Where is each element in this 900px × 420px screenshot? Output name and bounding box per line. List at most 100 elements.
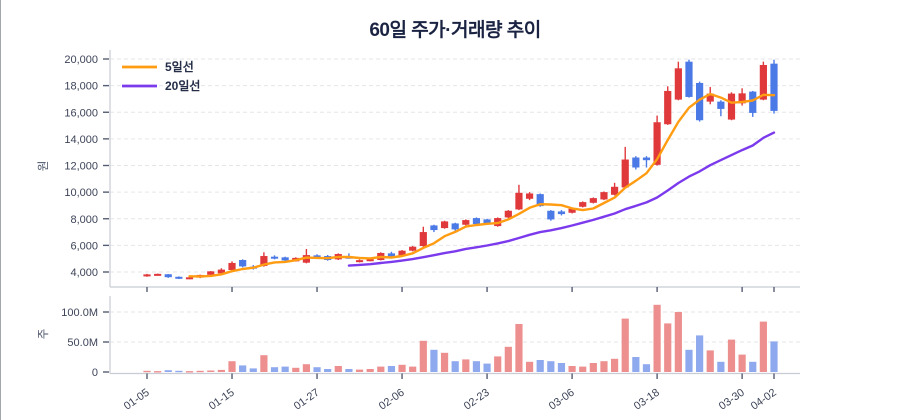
volume-bar[interactable] bbox=[494, 356, 502, 372]
volume-bar[interactable] bbox=[632, 357, 640, 372]
candle-body[interactable] bbox=[355, 260, 364, 263]
candle-body[interactable] bbox=[185, 277, 194, 280]
volume-bar[interactable] bbox=[589, 363, 597, 372]
volume-bar[interactable] bbox=[536, 360, 544, 372]
candle-body[interactable] bbox=[770, 63, 778, 111]
candle-body[interactable] bbox=[759, 64, 767, 100]
candle-body[interactable] bbox=[738, 93, 746, 104]
volume-bar[interactable] bbox=[462, 359, 470, 372]
volume-bar[interactable] bbox=[642, 364, 651, 372]
volume-bar[interactable] bbox=[483, 363, 491, 372]
candle-body[interactable] bbox=[579, 202, 587, 207]
candle-body[interactable] bbox=[621, 159, 629, 188]
volume-bar[interactable] bbox=[738, 354, 746, 372]
volume-bar[interactable] bbox=[653, 304, 661, 372]
candle-body[interactable] bbox=[462, 220, 470, 225]
volume-bar[interactable] bbox=[334, 366, 342, 372]
candle-body[interactable] bbox=[706, 93, 714, 102]
volume-bar[interactable] bbox=[355, 369, 364, 372]
volume-bar[interactable] bbox=[430, 349, 438, 372]
volume-bar[interactable] bbox=[313, 367, 321, 372]
candle-body[interactable] bbox=[749, 91, 757, 113]
volume-bar[interactable] bbox=[185, 371, 194, 373]
candle-body[interactable] bbox=[302, 255, 311, 263]
candle-body[interactable] bbox=[653, 122, 661, 165]
volume-bar[interactable] bbox=[664, 323, 672, 372]
candle-body[interactable] bbox=[472, 218, 481, 225]
candle-body[interactable] bbox=[143, 274, 151, 277]
volume-bar[interactable] bbox=[143, 370, 151, 373]
volume-bar[interactable] bbox=[260, 355, 268, 372]
volume-bar[interactable] bbox=[674, 312, 682, 372]
volume-bar[interactable] bbox=[557, 363, 566, 372]
volume-bar[interactable] bbox=[515, 324, 523, 372]
volume-bar[interactable] bbox=[579, 366, 587, 372]
volume-bar[interactable] bbox=[440, 352, 449, 372]
candle-body[interactable] bbox=[727, 93, 736, 120]
candle-body[interactable] bbox=[525, 193, 534, 199]
volume-bar[interactable] bbox=[154, 371, 162, 373]
volume-bar[interactable] bbox=[270, 367, 279, 372]
candle-body[interactable] bbox=[547, 210, 555, 220]
candle-body[interactable] bbox=[270, 256, 279, 259]
volume-bar[interactable] bbox=[217, 369, 225, 372]
candle-body[interactable] bbox=[398, 250, 406, 257]
volume-bar[interactable] bbox=[504, 346, 512, 372]
candle-body[interactable] bbox=[440, 221, 449, 229]
volume-bar[interactable] bbox=[525, 361, 534, 372]
volume-bar[interactable] bbox=[239, 365, 247, 372]
volume-bar[interactable] bbox=[706, 350, 714, 372]
candle-body[interactable] bbox=[366, 259, 374, 262]
candle-body[interactable] bbox=[515, 192, 523, 210]
legend-item-ma5[interactable]: 5일선 bbox=[122, 59, 194, 74]
volume-bar[interactable] bbox=[727, 339, 736, 372]
candle-body[interactable] bbox=[281, 257, 289, 261]
volume-bar[interactable] bbox=[409, 366, 417, 372]
candle-body[interactable] bbox=[557, 211, 566, 215]
volume-bar[interactable] bbox=[621, 318, 629, 372]
volume-bar[interactable] bbox=[759, 321, 767, 372]
volume-bar[interactable] bbox=[387, 366, 396, 372]
volume-bar[interactable] bbox=[451, 361, 459, 372]
candle-body[interactable] bbox=[568, 208, 576, 213]
candle-body[interactable] bbox=[387, 253, 396, 257]
volume-bar[interactable] bbox=[281, 366, 289, 372]
volume-bar[interactable] bbox=[324, 369, 332, 372]
candle-body[interactable] bbox=[632, 157, 640, 168]
candle-body[interactable] bbox=[154, 273, 162, 276]
volume-bar[interactable] bbox=[770, 341, 778, 372]
volume-bar[interactable] bbox=[207, 370, 215, 373]
candle-body[interactable] bbox=[260, 256, 268, 267]
candle-body[interactable] bbox=[217, 269, 225, 274]
candle-body[interactable] bbox=[674, 68, 682, 100]
volume-bar[interactable] bbox=[302, 364, 311, 372]
candle-body[interactable] bbox=[419, 232, 427, 247]
candle-body[interactable] bbox=[483, 219, 491, 224]
volume-bar[interactable] bbox=[419, 340, 427, 372]
candle-body[interactable] bbox=[164, 274, 172, 278]
candle-body[interactable] bbox=[642, 157, 651, 161]
candle-body[interactable] bbox=[504, 210, 512, 218]
volume-bar[interactable] bbox=[685, 349, 693, 372]
volume-bar[interactable] bbox=[345, 369, 353, 372]
volume-bar[interactable] bbox=[600, 361, 608, 372]
candle-body[interactable] bbox=[207, 271, 215, 275]
volume-bar[interactable] bbox=[292, 367, 300, 372]
candle-body[interactable] bbox=[685, 61, 693, 97]
candle-body[interactable] bbox=[409, 246, 417, 251]
volume-bar[interactable] bbox=[175, 370, 183, 373]
candle-body[interactable] bbox=[451, 223, 459, 230]
candle-body[interactable] bbox=[536, 194, 544, 207]
volume-bar[interactable] bbox=[366, 369, 374, 372]
volume-bar[interactable] bbox=[398, 364, 406, 372]
volume-bar[interactable] bbox=[249, 368, 257, 372]
candle-body[interactable] bbox=[717, 101, 725, 109]
candle-body[interactable] bbox=[664, 90, 672, 125]
candle-body[interactable] bbox=[430, 225, 438, 231]
candle-body[interactable] bbox=[239, 260, 247, 267]
volume-bar[interactable] bbox=[610, 358, 619, 372]
volume-bar[interactable] bbox=[377, 366, 385, 372]
candle-body[interactable] bbox=[175, 276, 183, 279]
candle-body[interactable] bbox=[696, 82, 704, 121]
candle-body[interactable] bbox=[600, 192, 608, 200]
